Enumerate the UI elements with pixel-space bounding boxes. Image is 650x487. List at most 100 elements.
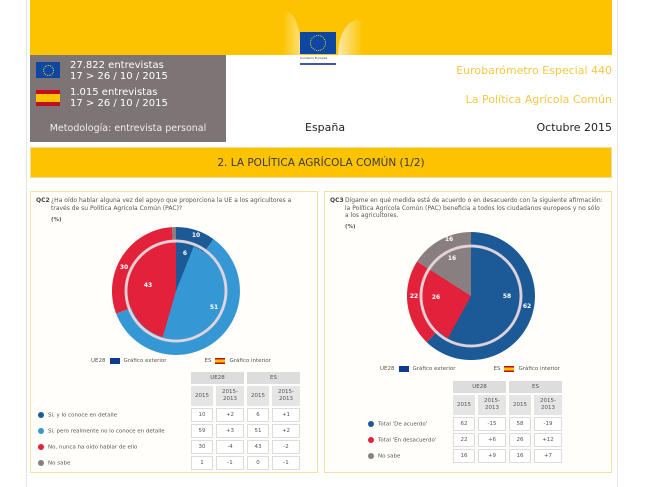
logo-text: Comisión Europea [300,56,328,60]
header-es: ES [247,372,300,384]
row-label: Total 'De acuerdo' [378,421,428,428]
country-label: España [305,121,346,134]
svg-text:22: 22 [410,293,418,300]
svg-text:26: 26 [432,294,440,301]
qc2-panel: QC2 ¿Ha oído hablar alguna vez del apoyo… [30,191,318,473]
cell: 16 [509,449,531,463]
table-row: No sabe 16 +9 16 +7 [368,449,562,463]
header-ue28: UE28 [453,381,506,393]
legend-es-text: Gráfico interior [229,358,271,364]
report-date: Octubre 2015 [536,121,612,134]
header-2015: 2015 [453,395,475,415]
legend-dot-icon [38,459,44,466]
svg-text:30: 30 [120,264,128,271]
legend-eu-text: Gráfico exterior [123,358,167,364]
row-label: Total 'En desacuerdo' [378,437,437,444]
section-title-bar: 2. LA POLÍTICA AGRÍCOLA COMÚN (1/2) [30,147,612,178]
row-label: No, nunca ha oído hablar de ello [48,444,138,451]
inner-ring [128,243,224,339]
header-diff: 2015-2013 [478,395,506,415]
header-2015: 2015 [191,386,213,406]
cell: +9 [478,449,506,463]
header-2015: 2015 [509,395,531,415]
legend-dot-icon [368,436,374,443]
svg-text:10: 10 [192,232,200,239]
table-row: No sabe 1 -1 0 -1 [38,456,300,470]
european-commission-logo: Comisión Europea [300,32,336,72]
eu-flag-icon [398,366,409,372]
spain-flag-icon [504,366,515,372]
cell: 43 [247,440,269,454]
cell: +6 [478,433,506,447]
cell: +2 [272,424,300,438]
question-text: ¿Ha oído hablar alguna vez del apoyo que… [51,197,292,212]
legend-dot-icon [38,411,44,418]
header-ue28: UE28 [191,372,244,384]
logo-underline [300,62,336,65]
legend-es-text: Gráfico interior [518,366,560,372]
table-row: No, nunca ha oído hablar de ello 30 -4 4… [38,440,300,454]
cell: 0 [247,456,269,470]
row-label: No sabe [378,453,401,460]
es-dates: 17 > 26 / 10 / 2015 [70,98,168,109]
legend-eu-label: UE28 [91,358,106,364]
cell: 62 [453,417,475,431]
row-label: Sí, pero realmente no lo conoce en detal… [48,428,165,435]
svg-text:62: 62 [523,303,531,310]
legend-eu-label: UE28 [380,366,395,372]
qc3-panel: QC3 Dígame en qué medida está de acuerdo… [324,191,612,473]
legend-eu-text: Gráfico exterior [412,366,456,372]
header-diff: 2015-2013 [272,386,300,406]
header-es: ES [509,381,562,393]
qc2-table: UE28 ES 2015 2015-2013 2015 2015-2013 Sí… [35,370,303,472]
cell: 59 [191,424,213,438]
cell: 30 [191,440,213,454]
survey-title: Eurobarómetro Especial 440 [456,64,612,77]
legend-dot-icon [368,452,374,459]
question-code: QC2 [36,197,50,204]
svg-text:58: 58 [503,293,511,300]
legend-es-label: ES [204,358,212,364]
eu-flag-icon [36,62,60,78]
inner-ring [422,248,519,344]
cell: 1 [191,456,213,470]
cell: 58 [509,417,531,431]
cell: +7 [534,449,562,463]
cell: 6 [247,408,269,422]
cell: 26 [509,433,531,447]
eu-flag-icon [109,358,120,364]
cell: 16 [453,449,475,463]
cell: -1 [216,456,244,470]
cell: -4 [216,440,244,454]
cell: 51 [247,424,269,438]
eu-dates: 17 > 26 / 10 / 2015 [70,71,168,82]
question-code: QC3 [330,197,344,204]
qc3-donut-chart: 16 16 22 26 58 62 [406,231,535,360]
page-frame [26,0,618,487]
table-row: Total 'En desacuerdo' 22 +6 26 +12 [368,433,562,447]
qc3-table: UE28 ES 2015 2015-2013 2015 2015-2013 To… [365,379,565,465]
header-2015: 2015 [247,386,269,406]
cell: -1 [272,456,300,470]
banner-decoration [283,12,301,55]
unit-label: (%) [345,224,356,230]
spain-flag-icon [36,90,60,106]
cell: -2 [272,440,300,454]
survey-topic: La Política Agrícola Común [465,93,612,106]
cell: 10 [191,408,213,422]
legend-es-label: ES [493,366,501,372]
cell: -15 [478,417,506,431]
legend-dot-icon [38,443,44,450]
table-row: Sí, y lo conoce en detalle 10 +2 6 +1 [38,408,300,422]
legend-dot-icon [38,427,44,434]
eu-interviews: 27.822 entrevistas [70,60,164,71]
chart-legend: UE28 Gráfico exterior ES Gráfico interio… [380,366,560,372]
question-text: Dígame en qué medida está de acuerdo o e… [345,197,603,219]
chart-legend: UE28 Gráfico exterior ES Gráfico interio… [91,358,271,364]
methodology: Metodología: entrevista personal [49,123,207,134]
es-interviews: 1.015 entrevistas [70,87,158,98]
header-diff: 2015-2013 [216,386,244,406]
row-label: No sabe [48,460,71,467]
cell: +2 [216,408,244,422]
section-title: 2. LA POLÍTICA AGRÍCOLA COMÚN (1/2) [217,156,425,169]
